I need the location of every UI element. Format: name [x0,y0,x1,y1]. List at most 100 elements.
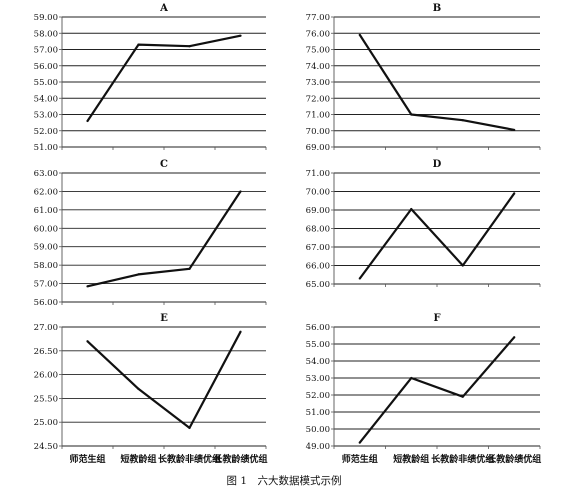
chart-panel-A: A 51.00 52.00 53.00 54.00 55.00 56.00 57.00 58.0… [34,3,267,153]
y-tick-label: 26.50 [34,347,58,357]
y-tick-label: 58.00 [34,261,58,271]
y-tick-label: 62.00 [34,187,58,197]
data-point [239,330,242,333]
chart-title: A [159,3,168,14]
y-tick-label: 52.00 [306,391,330,401]
chart-panel-F: F 49.00 50.00 51.00 52.00 53.00 54.00 55.00 56.0… [306,313,542,465]
data-point [137,273,140,276]
y-tick-label: 65.00 [306,280,330,290]
y-tick-label: 50.00 [306,425,330,435]
y-tick-label: 67.00 [306,243,330,253]
y-tick-label: 53.00 [306,374,330,384]
y-tick-label: 53.00 [34,111,58,121]
chart-title: F [433,313,440,324]
figure-caption: 图 1 六大数据模式示例 [226,474,341,487]
data-point [410,207,413,211]
data-point [410,376,413,380]
data-point [86,285,89,288]
y-tick-label: 55.00 [34,78,58,88]
y-tick-label: 71.00 [306,111,330,121]
x-category-label: 短教龄组 [393,453,429,465]
x-category-label: 长教龄非绩优组 [158,453,221,465]
y-tick-label: 61.00 [34,206,58,216]
chart-title: C [160,159,168,170]
x-category-label: 短教龄组 [120,453,156,465]
data-point [358,33,361,36]
y-tick-label: 74.00 [306,62,330,72]
data-point [188,267,191,270]
data-point [461,264,464,267]
chart-panel-E: E24.5025.0025.5026.0026.5027.00师范生组 短教龄组长… [34,313,268,465]
data-point [239,34,242,37]
y-tick-label: 57.00 [34,46,58,56]
y-tick-label: 51.00 [306,408,330,418]
chart-panel-D: D 65.00 66.00 67.00 68.00 69.00 70.00 71.00 [306,159,541,290]
y-tick-label: 77.00 [306,13,330,23]
y-tick-label: 71.00 [306,169,330,179]
y-tick-label: 63.00 [34,169,58,179]
data-point [513,128,516,132]
series-line [87,190,242,288]
data-point [513,336,516,339]
series-line [86,34,241,122]
chart-title: B [433,3,441,14]
data-point [239,190,242,193]
x-category-label: 长教龄绩优组 [213,453,267,465]
x-category-label: 长教龄绩优组 [487,453,541,465]
data-point [461,395,464,398]
y-tick-label: 58.00 [34,29,58,39]
y-tick-label: 54.00 [306,357,330,367]
data-point [513,192,516,195]
y-tick-label: 75.00 [306,46,330,56]
y-tick-label: 54.00 [34,94,58,104]
data-point [461,119,464,122]
x-category-label: 师范生组 [342,453,378,465]
y-tick-label: 24.50 [34,442,58,452]
y-tick-label: 57.00 [34,280,58,290]
y-tick-label: 70.00 [306,188,330,198]
y-tick-label: 70.00 [306,127,330,137]
y-tick-label: 27.00 [34,323,58,333]
chart-title: D [433,159,442,170]
y-tick-label: 72.00 [306,94,330,104]
y-tick-label: 56.00 [306,323,330,333]
y-tick-label: 56.00 [34,298,58,308]
y-tick-label: 51.00 [34,143,58,153]
series-line [86,331,242,429]
data-point [358,277,361,280]
chart-panel-B: B 69.00 70.00 71.00 72.00 73.00 74.00 75.00 76.0… [306,3,541,153]
chart-panel-C: C 56.00 57.00 58.00 59.00 60.00 61.00 62.00 63.0… [34,159,267,308]
y-tick-label: 25.00 [34,418,58,428]
y-tick-label: 60.00 [34,224,58,234]
y-tick-label: 55.00 [306,340,330,350]
y-tick-label: 73.00 [306,78,330,88]
y-tick-label: 49.00 [306,442,330,452]
y-tick-label: 69.00 [306,206,330,216]
data-point [86,340,89,343]
y-tick-label: 25.50 [34,394,58,404]
y-tick-label: 76.00 [306,29,330,39]
x-category-label: 师范生组 [69,453,105,465]
data-point [188,45,191,48]
data-point [137,387,140,390]
data-point [410,113,413,116]
series-line [358,192,516,280]
data-point [358,441,361,444]
data-point [137,43,140,46]
series-line [358,34,515,131]
chart-title: E [160,313,168,324]
y-tick-label: 69.00 [306,143,330,153]
y-tick-label: 59.00 [34,13,58,23]
y-tick-label: 56.00 [34,62,58,72]
series-line [358,336,516,444]
chart-panels: A 51.00 52.00 53.00 54.00 55.00 56.00 57.00 58.0… [34,3,542,465]
data-point [86,119,89,123]
y-tick-label: 52.00 [34,127,58,137]
x-category-label: 长教龄非绩优组 [431,453,494,465]
y-tick-label: 26.00 [34,371,58,381]
y-tick-label: 68.00 [306,225,330,235]
y-tick-label: 59.00 [34,243,58,253]
y-tick-label: 66.00 [306,262,330,272]
data-point [188,426,191,430]
